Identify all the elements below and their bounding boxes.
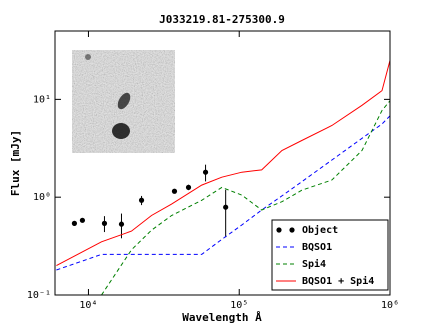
x-tick-label: 10⁵ [230,300,248,311]
data-point [118,221,125,227]
series-line [56,60,390,267]
x-tick-label: 10⁶ [381,300,399,311]
inset-image [72,50,175,153]
legend-marker [289,227,295,233]
chart-title: J033219.81-275300.9 [159,13,285,26]
data-point [71,220,78,226]
y-tick-label: 10⁻¹ [27,290,51,301]
series-line [101,100,390,295]
data-point [101,220,108,226]
y-tick-label: 10¹ [33,94,51,105]
y-tick-label: 10⁰ [33,192,51,203]
y-axis-label: Flux [mJy] [9,130,22,196]
legend-label: Object [302,224,338,236]
data-point [223,204,229,210]
plot-frame [54,30,391,296]
x-axis-label: Wavelength Å [182,311,262,324]
legend: Object BQSO1 Spi4 BQSO1 + Spi4 [271,219,389,291]
data-point [202,169,209,175]
legend-label: BQSO1 [302,242,332,253]
x-tick-label: 10⁴ [79,300,97,311]
legend-marker [276,227,282,233]
data-point [171,188,178,194]
data-point [79,217,86,223]
legend-label: BQSO1 + Spi4 [302,275,374,287]
data-point [138,197,145,203]
data-point [185,184,192,190]
series-line [56,115,390,271]
legend-label: Spi4 [302,258,326,270]
